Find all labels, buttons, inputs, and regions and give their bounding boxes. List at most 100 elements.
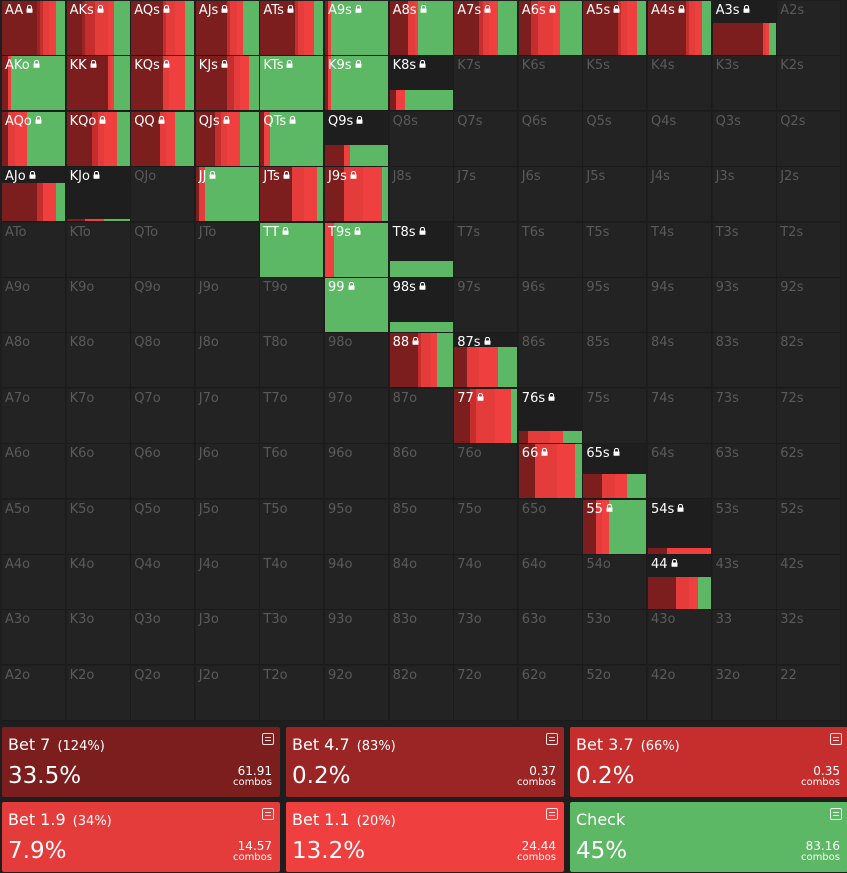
hand-cell-42s[interactable]: 42s [777, 555, 842, 610]
hand-cell-Q7s[interactable]: Q7s [454, 111, 519, 167]
hand-cell-A6s[interactable]: A6s [518, 1, 583, 56]
hand-cell-J9s[interactable]: J9s [325, 167, 389, 223]
hand-cell-82o[interactable]: 82o [389, 665, 454, 721]
hand-cell-54o[interactable]: 54o [583, 555, 648, 610]
hand-cell-A8s[interactable]: A8s [389, 1, 454, 56]
hand-cell-73o[interactable]: 73o [454, 610, 519, 666]
hand-cell-64o[interactable]: 64o [518, 555, 583, 610]
hand-cell-K6s[interactable]: K6s [518, 56, 583, 112]
hand-cell-J3s[interactable]: J3s [712, 167, 777, 223]
hand-cell-J7o[interactable]: J7o [195, 388, 260, 444]
hand-cell-K9s[interactable]: K9s [325, 56, 389, 112]
hand-cell-85s[interactable]: 85s [583, 333, 648, 389]
hand-cell-Q4s[interactable]: Q4s [648, 111, 712, 167]
hand-cell-K8o[interactable]: K8o [66, 333, 131, 389]
hand-cell-42o[interactable]: 42o [648, 665, 712, 721]
hand-cell-74s[interactable]: 74s [648, 388, 712, 444]
hand-cell-A5s[interactable]: A5s [583, 1, 648, 56]
hand-cell-66[interactable]: 66 [518, 444, 583, 500]
hand-cell-J4s[interactable]: J4s [648, 167, 712, 223]
hand-cell-K7s[interactable]: K7s [454, 56, 519, 112]
action-panel-bet7[interactable]: Bet 7 (124%) 33.5% 61.91 combos [2, 727, 280, 797]
hand-cell-Q2s[interactable]: Q2s [777, 111, 842, 167]
hand-cell-T9o[interactable]: T9o [260, 278, 325, 333]
hand-cell-T7s[interactable]: T7s [454, 222, 519, 278]
hand-cell-KQs[interactable]: KQs [131, 56, 196, 112]
hand-cell-JTs[interactable]: JTs [260, 167, 325, 223]
hand-cell-87o[interactable]: 87o [389, 388, 454, 444]
hand-cell-T6o[interactable]: T6o [260, 444, 325, 500]
hand-cell-J3o[interactable]: J3o [195, 610, 260, 666]
hand-cell-Q2o[interactable]: Q2o [131, 665, 196, 721]
hand-cell-88[interactable]: 88 [389, 333, 454, 389]
hand-cell-75s[interactable]: 75s [583, 388, 648, 444]
hand-cell-J5o[interactable]: J5o [195, 499, 260, 555]
hand-cell-33[interactable]: 33 [712, 610, 777, 666]
hand-cell-T3o[interactable]: T3o [260, 610, 325, 666]
hand-cell-Q9o[interactable]: Q9o [131, 278, 196, 333]
hand-cell-97o[interactable]: 97o [325, 388, 389, 444]
hand-cell-K2o[interactable]: K2o [66, 665, 131, 721]
hand-cell-86o[interactable]: 86o [389, 444, 454, 500]
action-panel-bet19[interactable]: Bet 1.9 (34%) 7.9% 14.57 combos [2, 802, 280, 872]
hand-cell-A5o[interactable]: A5o [2, 499, 66, 555]
hand-cell-A8o[interactable]: A8o [2, 333, 66, 389]
hand-cell-AQo[interactable]: AQo [2, 111, 66, 167]
hand-cell-Q7o[interactable]: Q7o [131, 388, 196, 444]
hand-cell-95s[interactable]: 95s [583, 278, 648, 333]
hand-cell-K6o[interactable]: K6o [66, 444, 131, 500]
hand-cell-32s[interactable]: 32s [777, 610, 842, 666]
hand-cell-J2o[interactable]: J2o [195, 665, 260, 721]
hand-cell-J9o[interactable]: J9o [195, 278, 260, 333]
action-panel-bet47[interactable]: Bet 4.7 (83%) 0.2% 0.37 combos [286, 727, 564, 797]
hand-cell-A9o[interactable]: A9o [2, 278, 66, 333]
hand-cell-T7o[interactable]: T7o [260, 388, 325, 444]
hand-cell-TT[interactable]: TT [260, 222, 325, 278]
hand-cell-22[interactable]: 22 [777, 665, 842, 721]
notes-icon[interactable] [546, 733, 558, 745]
hand-cell-A2o[interactable]: A2o [2, 665, 66, 721]
hand-cell-87s[interactable]: 87s [454, 333, 519, 389]
hand-cell-QTo[interactable]: QTo [131, 222, 196, 278]
hand-cell-A6o[interactable]: A6o [2, 444, 66, 500]
hand-cell-76s[interactable]: 76s [518, 388, 583, 444]
hand-cell-AKo[interactable]: AKo [2, 56, 66, 112]
hand-cell-63o[interactable]: 63o [518, 610, 583, 666]
hand-cell-KJs[interactable]: KJs [195, 56, 260, 112]
hand-cell-98o[interactable]: 98o [325, 333, 389, 389]
hand-cell-84o[interactable]: 84o [389, 555, 454, 610]
hand-cell-65s[interactable]: 65s [583, 444, 648, 500]
hand-cell-K8s[interactable]: K8s [389, 56, 454, 112]
hand-cell-98s[interactable]: 98s [389, 278, 454, 333]
hand-cell-J4o[interactable]: J4o [195, 555, 260, 610]
hand-cell-T5s[interactable]: T5s [583, 222, 648, 278]
hand-cell-K3s[interactable]: K3s [712, 56, 777, 112]
hand-cell-A7o[interactable]: A7o [2, 388, 66, 444]
hand-cell-J7s[interactable]: J7s [454, 167, 519, 223]
hand-cell-82s[interactable]: 82s [777, 333, 842, 389]
hand-cell-KTo[interactable]: KTo [66, 222, 131, 278]
hand-cell-Q4o[interactable]: Q4o [131, 555, 196, 610]
hand-cell-72s[interactable]: 72s [777, 388, 842, 444]
hand-cell-A2s[interactable]: A2s [777, 1, 842, 56]
hand-cell-A7s[interactable]: A7s [454, 1, 519, 56]
hand-cell-JJ[interactable]: JJ [195, 167, 260, 223]
hand-cell-J2s[interactable]: J2s [777, 167, 842, 223]
hand-cell-53o[interactable]: 53o [583, 610, 648, 666]
hand-cell-52o[interactable]: 52o [583, 665, 648, 721]
hand-cell-T8s[interactable]: T8s [389, 222, 454, 278]
hand-cell-52s[interactable]: 52s [777, 499, 842, 555]
notes-icon[interactable] [546, 808, 558, 820]
hand-cell-T2s[interactable]: T2s [777, 222, 842, 278]
hand-cell-Q5s[interactable]: Q5s [583, 111, 648, 167]
hand-cell-T3s[interactable]: T3s [712, 222, 777, 278]
hand-cell-62o[interactable]: 62o [518, 665, 583, 721]
hand-cell-QJo[interactable]: QJo [131, 167, 196, 223]
hand-cell-AJo[interactable]: AJo [2, 167, 66, 223]
hand-cell-84s[interactable]: 84s [648, 333, 712, 389]
hand-cell-64s[interactable]: 64s [648, 444, 712, 500]
action-panel-check[interactable]: Check 45% 83.16 combos [570, 802, 847, 872]
hand-cell-Q8s[interactable]: Q8s [389, 111, 454, 167]
hand-cell-75o[interactable]: 75o [454, 499, 519, 555]
hand-cell-Q5o[interactable]: Q5o [131, 499, 196, 555]
